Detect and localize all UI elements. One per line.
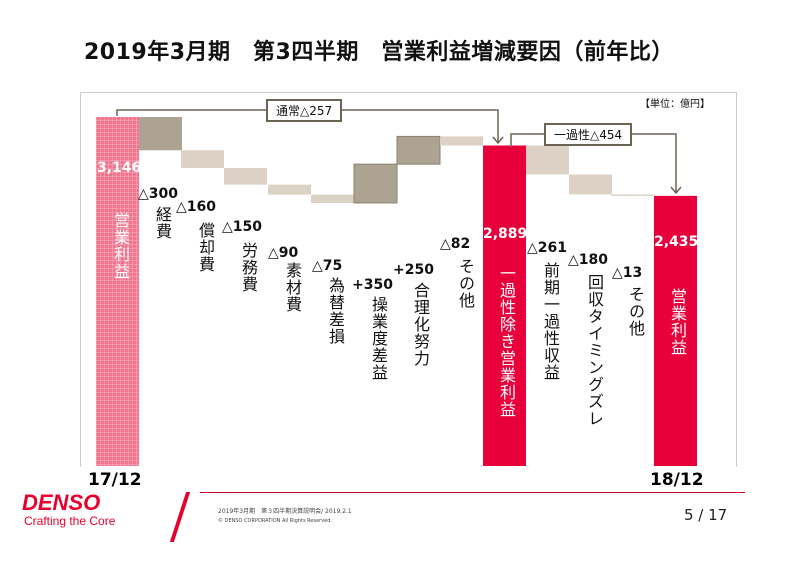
bar-13	[654, 195, 697, 466]
category-label: 労務費	[239, 242, 258, 293]
bar-9	[483, 145, 526, 466]
category-label: 合理化努力	[411, 282, 430, 367]
category-label: その他	[456, 258, 475, 309]
category-label: 一過性除き営業利益	[497, 265, 516, 418]
value-label: 3,146	[97, 160, 142, 176]
unit-label: 【単位：億円】	[640, 99, 710, 110]
bar-7	[396, 135, 441, 165]
tagline: Crafting the Core	[24, 514, 116, 528]
category-label: 営業利益	[668, 288, 687, 356]
category-label: 前期一過性収益	[541, 262, 560, 381]
value-label: +350	[352, 277, 393, 293]
bar-11	[569, 174, 612, 195]
bar-12	[611, 194, 654, 196]
bar-1	[139, 117, 182, 151]
footer-event: 2019年3月期 第３四半期決算説明会/ 2019.2.1	[218, 508, 352, 515]
x-label-start: 17/12	[88, 470, 142, 490]
category-label: 営業利益	[111, 212, 130, 280]
x-label-end: 18/12	[650, 470, 704, 490]
bar-2	[181, 150, 224, 169]
category-label: 経費	[153, 206, 172, 240]
value-label: 2,889	[483, 226, 528, 242]
bar-10	[526, 145, 569, 175]
bar-4	[268, 184, 311, 195]
category-label: 回収タイミングズレ	[585, 274, 604, 427]
category-label: その他	[626, 286, 645, 337]
slide-title: 2019年3月期 第3四半期 営業利益増減要因（前年比）	[84, 40, 674, 65]
bracket-label-onetime: 一過性△454	[544, 123, 633, 146]
value-label: △300	[138, 186, 178, 202]
bar-0	[96, 117, 139, 466]
chart-frame	[80, 92, 737, 467]
bracket-label-normal: 通常△257	[266, 99, 343, 122]
denso-logo: DENSO	[22, 490, 101, 515]
value-label: △180	[568, 252, 608, 268]
category-label: 素材費	[283, 262, 302, 313]
bar-3	[224, 168, 267, 185]
value-label: △150	[222, 219, 262, 235]
arrow-icon	[670, 186, 682, 195]
category-label: 償却費	[196, 222, 215, 273]
value-label: +250	[393, 262, 434, 278]
value-label: △90	[268, 245, 299, 261]
value-label: △82	[440, 236, 471, 252]
value-label: 2,435	[654, 234, 699, 250]
bar-8	[440, 136, 483, 146]
value-label: △75	[312, 258, 343, 274]
value-label: △13	[612, 265, 643, 281]
page-number: 5 / 17	[684, 506, 728, 524]
value-label: △261	[527, 240, 567, 256]
category-label: 為替差損	[326, 277, 345, 345]
category-label: 操業度差益	[369, 296, 388, 381]
bar-5	[311, 194, 354, 203]
bar-6	[353, 163, 398, 204]
footer-copyright: © DENSO CORPORATION All Rights Reserved.	[218, 518, 332, 524]
value-label: △160	[176, 199, 216, 215]
arrow-icon	[492, 136, 504, 145]
footer-rule	[200, 492, 745, 493]
